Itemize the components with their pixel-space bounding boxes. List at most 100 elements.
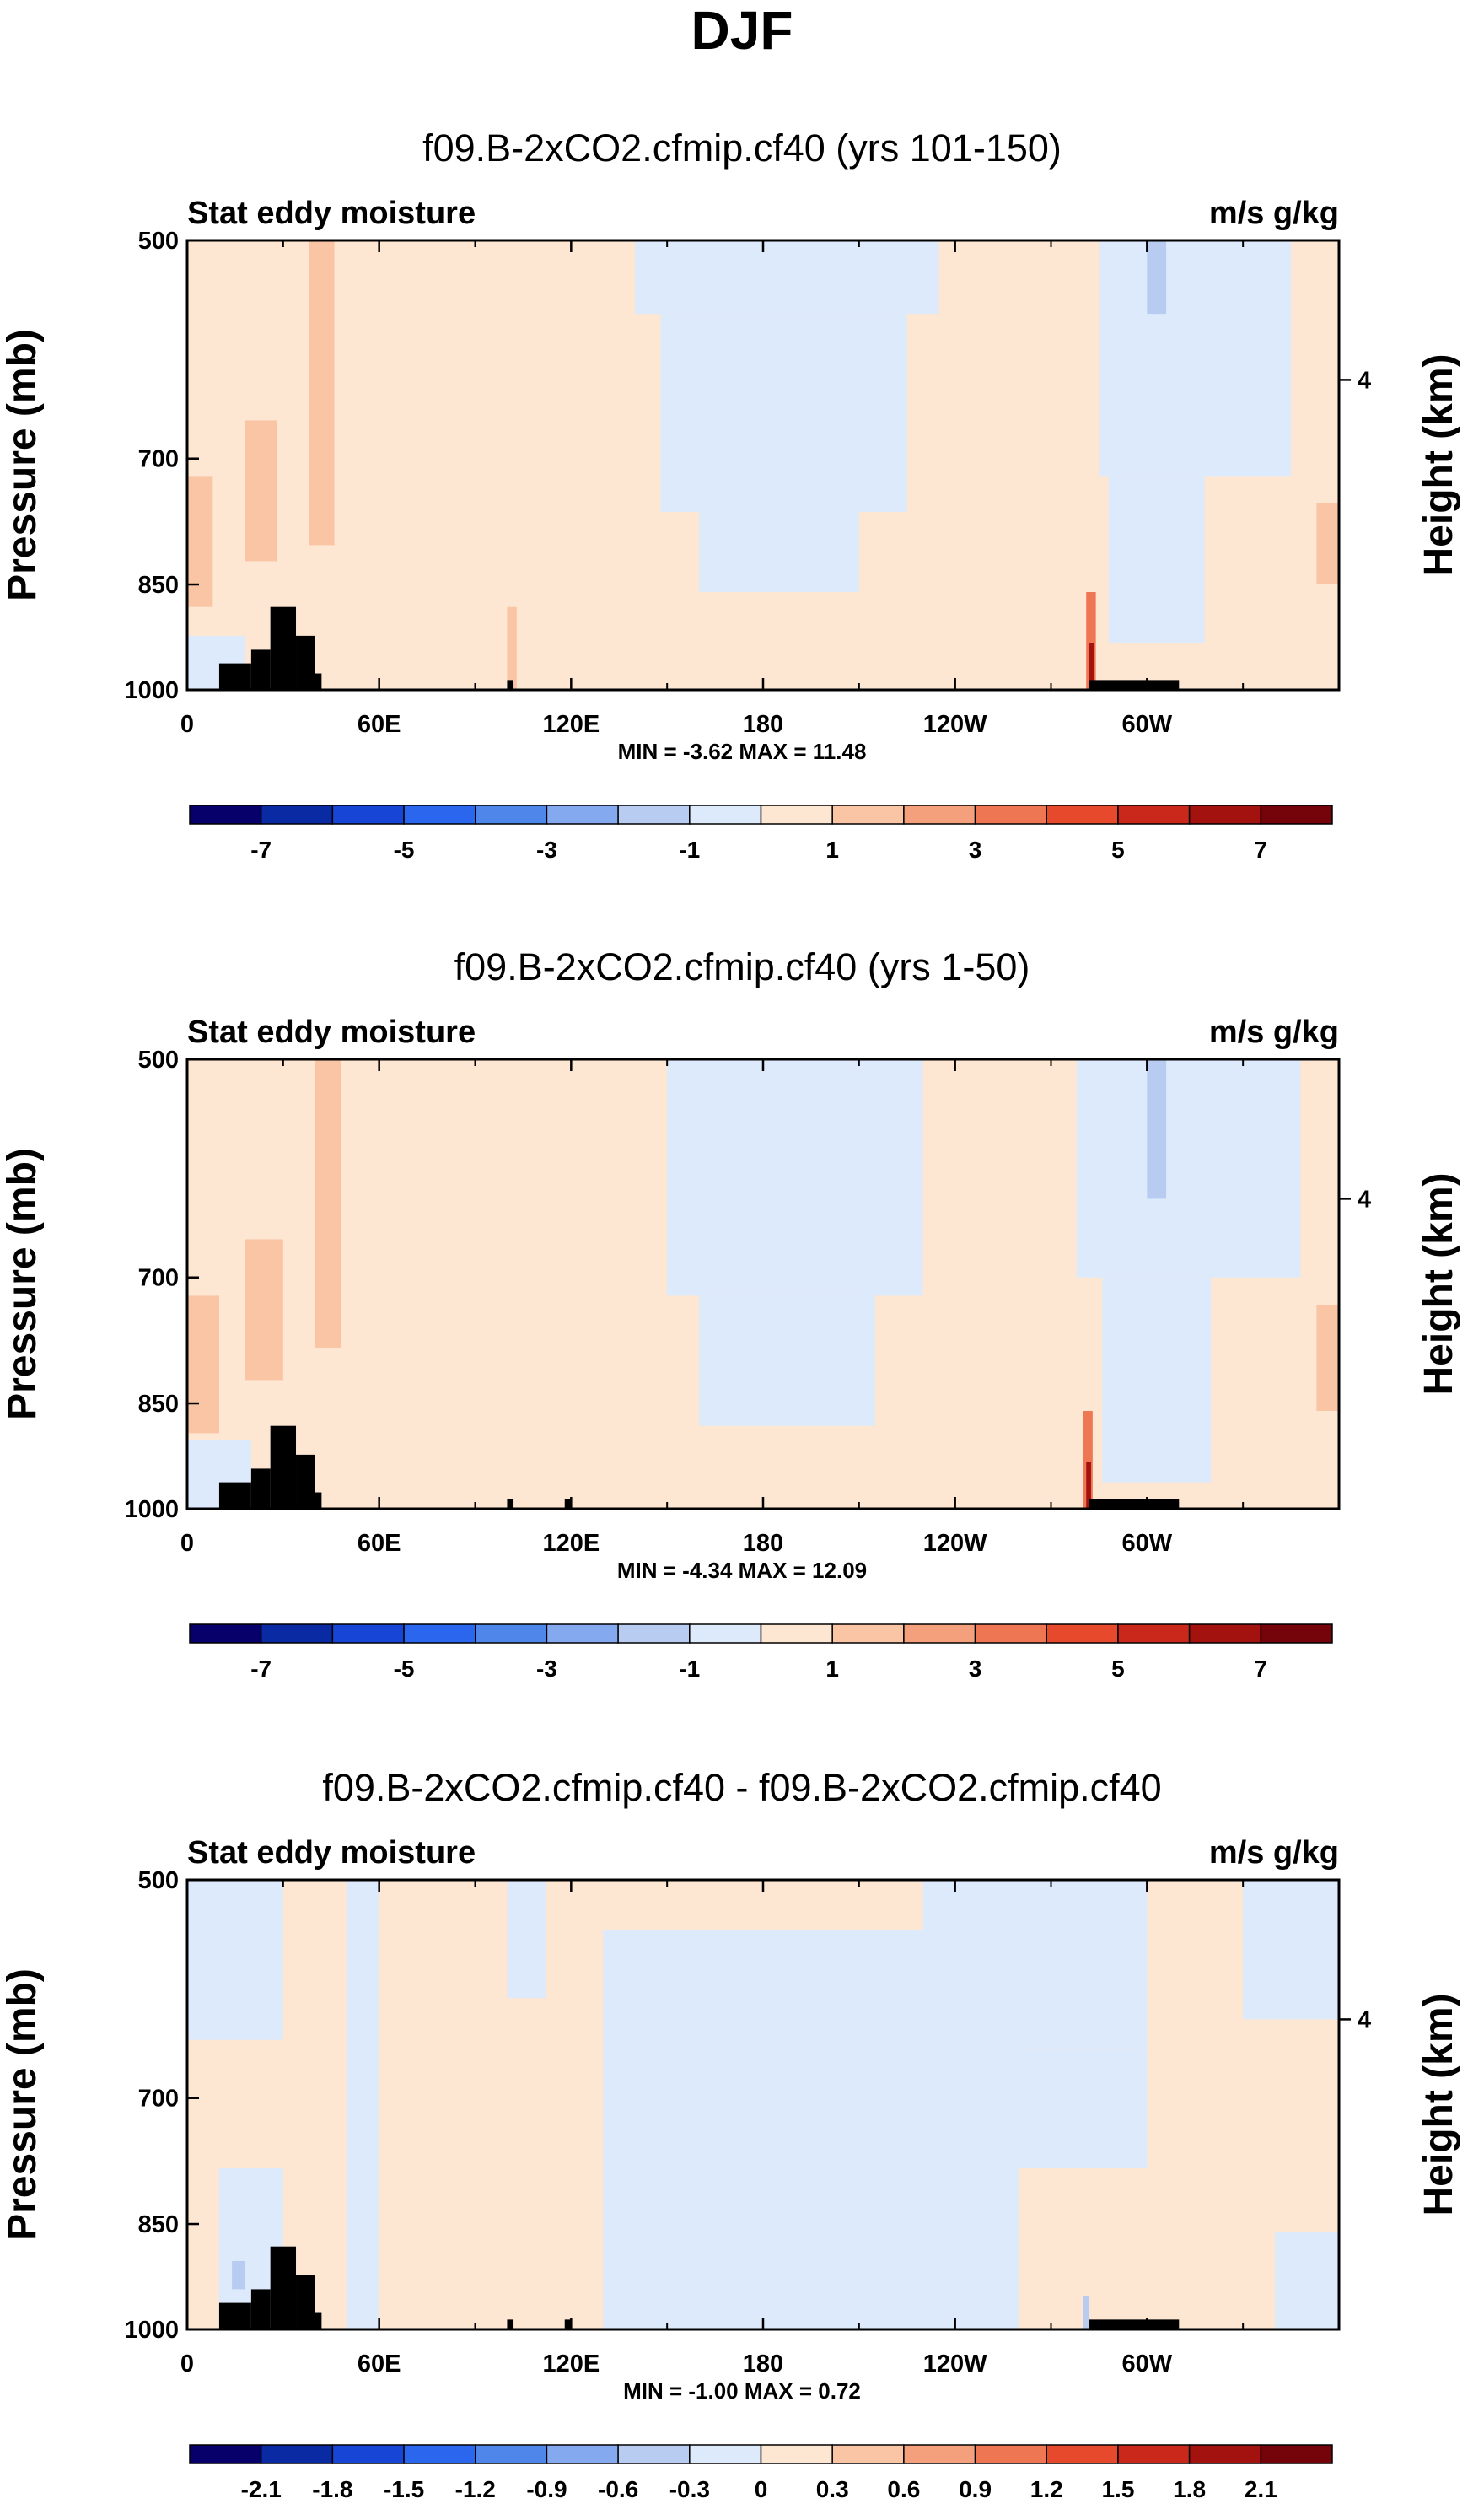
topography-block	[315, 673, 322, 690]
colorbar-label: -7	[250, 837, 272, 863]
panel-units-label: m/s g/kg	[1209, 1835, 1339, 1871]
contour-region	[660, 314, 907, 512]
colorbar-label: 1.2	[1030, 2476, 1063, 2502]
colorbar-box	[1117, 805, 1191, 825]
x-tick-label: 0	[180, 1530, 194, 1557]
colorbar-box	[1260, 1623, 1333, 1644]
colorbar-box	[403, 805, 476, 825]
topography-block	[250, 2289, 271, 2329]
panel-left-label: Stat eddy moisture	[187, 196, 476, 231]
colorbar-label: 7	[1255, 837, 1268, 863]
colorbar-label: 0.6	[887, 2476, 920, 2502]
colorbar-box	[831, 1623, 905, 1644]
topography-block	[270, 1425, 297, 1509]
x-tick-label: 120E	[542, 711, 600, 738]
colorbar-label: -3	[536, 1656, 557, 1682]
y-tick-label: 850	[138, 1391, 179, 1418]
colorbar-box	[1046, 1623, 1119, 1644]
y-axis-title: Pressure (mb)	[0, 329, 45, 601]
colorbar-label: -1	[679, 837, 700, 863]
colorbar-label: 0	[755, 2476, 768, 2502]
contour-region	[347, 1880, 379, 2329]
topography-block	[250, 649, 271, 690]
y-tick-label: 1000	[124, 2317, 179, 2344]
panel-left-label: Stat eddy moisture	[187, 1835, 476, 1871]
contour-region	[245, 1239, 283, 1381]
colorbar-box	[403, 1623, 476, 1644]
x-tick-label: 120W	[923, 711, 987, 738]
colorbar-label: 1.8	[1173, 2476, 1206, 2502]
topography-block	[1089, 1499, 1180, 1509]
panel-units-label: m/s g/kg	[1209, 196, 1339, 231]
colorbar-box	[475, 2444, 548, 2464]
topography-block	[315, 2312, 322, 2329]
colorbar-box	[260, 1623, 334, 1644]
x-tick-label: 60E	[358, 711, 401, 738]
x-tick-label: 60W	[1122, 1530, 1173, 1557]
colorbar-box	[1188, 2444, 1262, 2464]
colorbar-box	[903, 805, 976, 825]
contour-region	[1108, 476, 1205, 643]
y-right-axis-title: Height (km)	[1417, 1173, 1461, 1396]
colorbar-box	[831, 805, 905, 825]
colorbar-box	[331, 805, 405, 825]
panel-title: f09.B-2xCO2.cfmip.cf40 (yrs 101-150)	[422, 127, 1062, 170]
topography-block	[564, 2319, 572, 2329]
topography-block	[250, 1468, 271, 1509]
panel-left-label: Stat eddy moisture	[187, 1015, 476, 1050]
panel-units-label: m/s g/kg	[1209, 1015, 1339, 1050]
colorbar-box	[475, 1623, 548, 1644]
colorbar-box	[974, 805, 1047, 825]
colorbar-box	[1188, 805, 1262, 825]
contour-region	[1003, 2049, 1148, 2168]
y-tick-label: 700	[138, 1265, 179, 1292]
topography-block	[315, 1492, 322, 1509]
colorbar-box	[617, 2444, 691, 2464]
colorbar-label: -0.3	[669, 2476, 710, 2502]
colorbar-box	[760, 2444, 833, 2464]
contour-region	[1089, 643, 1094, 690]
contour-region	[1316, 1305, 1339, 1412]
y-right-tick-label: 4	[1358, 2006, 1371, 2033]
colorbar-box	[760, 805, 833, 825]
colorbar-box	[689, 2444, 762, 2464]
y-tick-label: 850	[138, 2211, 179, 2238]
y-right-axis-title: Height (km)	[1417, 1994, 1461, 2216]
contour-region	[699, 1295, 875, 1426]
colorbar-label: 5	[1111, 837, 1125, 863]
contour-region	[1083, 2296, 1090, 2329]
colorbar-label: 1	[825, 837, 839, 863]
y-tick-label: 850	[138, 572, 179, 599]
x-tick-label: 60W	[1122, 711, 1173, 738]
contour-region	[1086, 592, 1096, 690]
colorbar-label: -5	[394, 1656, 415, 1682]
y-axis-title: Pressure (mb)	[0, 1148, 45, 1420]
contour-region	[1076, 1059, 1301, 1278]
panel-title: f09.B-2xCO2.cfmip.cf40 (yrs 1-50)	[454, 945, 1030, 988]
contour-region	[187, 476, 213, 607]
colorbar-label: -2.1	[241, 2476, 282, 2502]
y-tick-label: 500	[138, 1867, 179, 1894]
colorbar-box	[403, 2444, 476, 2464]
colorbar-box	[260, 805, 334, 825]
colorbar-box	[974, 1623, 1047, 1644]
y-tick-label: 700	[138, 2086, 179, 2113]
colorbar-box	[760, 1623, 833, 1644]
colorbar-box	[1188, 1623, 1262, 1644]
contour-region	[635, 240, 939, 315]
contour-region	[245, 420, 277, 562]
topography-block	[218, 2302, 251, 2329]
x-tick-label: 0	[180, 711, 194, 738]
contour-region	[232, 2260, 245, 2290]
topography-block	[296, 1454, 315, 1509]
colorbar-box	[617, 1623, 691, 1644]
contour-region	[187, 1880, 283, 2040]
colorbar-label: 7	[1255, 1656, 1268, 1682]
colorbar-label: -3	[536, 837, 557, 863]
topography-block	[564, 1499, 572, 1509]
x-tick-label: 180	[743, 711, 783, 738]
colorbar-box	[546, 1623, 619, 1644]
contour-region	[1086, 1462, 1091, 1509]
topography-block	[1089, 2319, 1180, 2329]
colorbar-box	[331, 1623, 405, 1644]
